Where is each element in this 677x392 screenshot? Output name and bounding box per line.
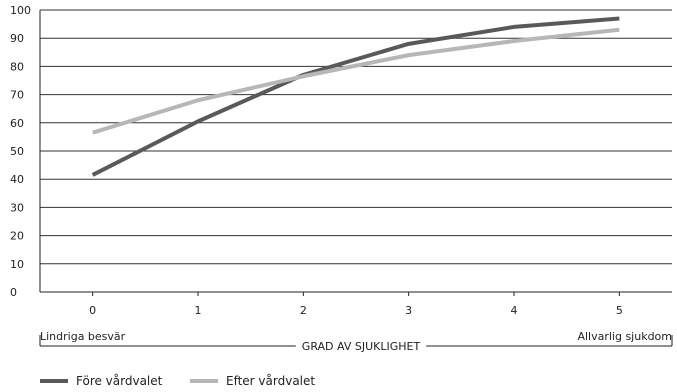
y-tick-label: 70 [10,89,24,102]
y-tick-label: 0 [10,286,17,299]
x-tick-label: 4 [511,304,518,317]
x-axis-left-endpoint-label: Lindriga besvär [40,330,126,343]
gridlines [40,9,672,293]
x-tick-label: 0 [89,304,96,317]
series-line-1 [91,16,620,177]
x-tick-label: 1 [195,304,202,317]
legend-label-1: Före vårdvalet [76,374,163,388]
x-tick-label: 2 [300,304,307,317]
x-tick-label: 5 [616,304,623,317]
y-tick-label: 50 [10,145,24,158]
x-tick-label: 3 [405,304,412,317]
series-line-2 [92,27,620,135]
legend-label-2: Efter vårdvalet [226,374,315,388]
axes: 0 10 20 30 40 50 60 70 80 90 100 0 1 2 3 4 5 [10,4,673,347]
series-lines [91,16,620,177]
y-tick-label: 90 [10,32,24,45]
y-tick-label: 10 [10,258,24,271]
y-tick-label: 30 [10,201,24,214]
y-tick-label: 80 [10,60,24,73]
x-axis-title: GRAD AV SJUKLIGHET [302,340,421,353]
y-tick-label: 20 [10,230,24,243]
y-tick-label: 40 [10,173,24,186]
legend: Före vårdvalet Efter vårdvalet [40,374,315,388]
y-tick-label: 100 [10,4,31,17]
y-tick-label: 60 [10,117,24,130]
x-axis-right-endpoint-label: Allvarlig sjukdom [577,330,672,343]
